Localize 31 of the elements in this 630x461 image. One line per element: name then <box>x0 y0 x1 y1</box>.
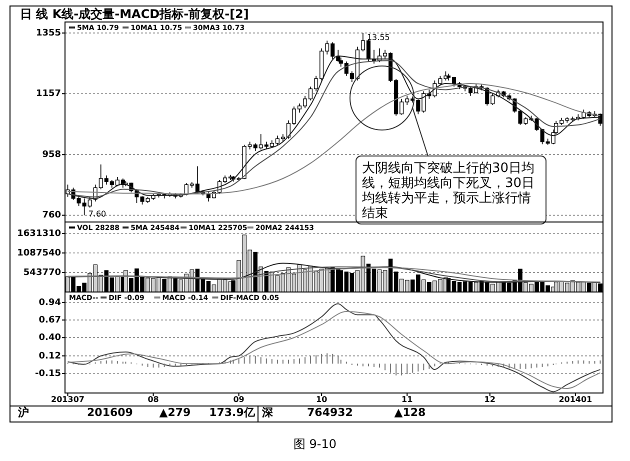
y-tick-label: 0.12 <box>38 351 61 362</box>
y-tick-label: 1355 <box>36 28 61 38</box>
y-tick-label: -0.15 <box>35 368 61 379</box>
annotation: 7.60 <box>88 209 106 218</box>
annotation: 13.55 <box>366 33 390 42</box>
y-tick-label: 958 <box>42 150 61 160</box>
x-tick-label: 09 <box>233 395 245 404</box>
chart-title: 日 线 K线-成交量-MACD指标-前复权-[2] <box>20 7 249 21</box>
text: 173.9亿 <box>209 406 256 419</box>
y-tick-label: 1631310 <box>17 228 61 239</box>
y-tick-label: 0.40 <box>38 333 61 344</box>
x-tick-label: 10 <box>316 395 328 404</box>
text: 沪 <box>17 406 29 419</box>
annotation: 大阴线向下突破上行的30日均线，短期均线向下死叉，30日均线转为平走，预示上涨行情结束 <box>361 161 535 221</box>
y-tick-label: 760 <box>42 210 61 221</box>
text: 764932 <box>307 406 353 419</box>
x-tick-label: 201401 <box>558 395 593 404</box>
x-tick-label: 08 <box>148 395 160 404</box>
y-tick-label: 1157 <box>36 89 61 100</box>
y-tick-label: 1087540 <box>17 248 61 258</box>
y-tick-label: 0.67 <box>38 315 61 326</box>
x-tick-label: 12 <box>484 395 496 404</box>
y-tick-label: 0.94 <box>38 298 61 308</box>
text: 201609 <box>87 406 133 419</box>
x-tick-label: 201307 <box>51 395 84 404</box>
x-tick-label: 11 <box>402 395 414 404</box>
text: ▲128 <box>394 406 426 419</box>
text: ▲279 <box>159 406 191 419</box>
caption: 图 9-10 <box>293 437 337 451</box>
y-tick-label: 543770 <box>23 268 61 278</box>
text: 深 <box>261 406 274 419</box>
